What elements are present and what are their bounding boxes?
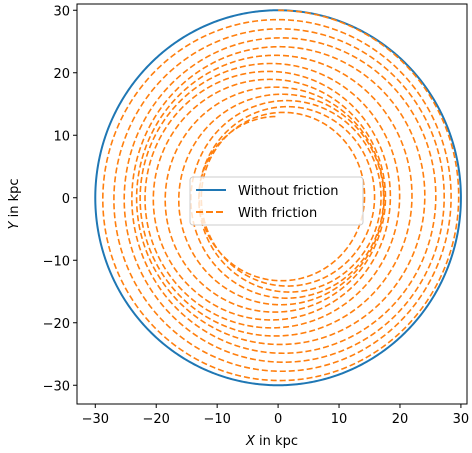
y-axis-ticks: −30 −20 −10 0 10 20 30	[43, 4, 77, 394]
x-tick-label: 10	[331, 412, 348, 427]
y-tick-label: −20	[43, 317, 70, 332]
legend-box	[189, 176, 364, 226]
y-tick-label: −30	[43, 379, 70, 394]
y-tick-label: 10	[53, 129, 70, 144]
legend: Without friction With friction	[189, 176, 364, 226]
x-axis-label: X in kpc	[245, 434, 298, 449]
y-tick-label: 30	[53, 4, 70, 19]
y-tick-label: 20	[53, 67, 70, 82]
legend-label-with-friction: With friction	[238, 206, 317, 221]
x-tick-label: 20	[392, 412, 409, 427]
y-axis-label: Y in kpc	[7, 179, 22, 230]
plot-frame	[76, 3, 468, 405]
x-tick-label: 30	[453, 412, 470, 427]
legend-label-without-friction: Without friction	[238, 184, 339, 199]
y-tick-label: −10	[43, 254, 70, 269]
y-axis-label-unit: in kpc	[7, 179, 22, 222]
series-with-friction	[102, 9, 460, 382]
x-axis-label-var: X	[245, 434, 256, 449]
y-tick-label: 0	[62, 192, 70, 207]
x-tick-label: −10	[203, 412, 230, 427]
x-tick-label: −20	[143, 412, 170, 427]
y-axis-label-var: Y	[7, 221, 22, 230]
x-axis-label-unit: in kpc	[255, 434, 298, 449]
x-tick-label: −30	[82, 412, 109, 427]
series-layer	[94, 9, 462, 387]
x-tick-label: 0	[274, 412, 282, 427]
x-axis-ticks: −30 −20 −10 0 10 20 30	[82, 404, 470, 427]
